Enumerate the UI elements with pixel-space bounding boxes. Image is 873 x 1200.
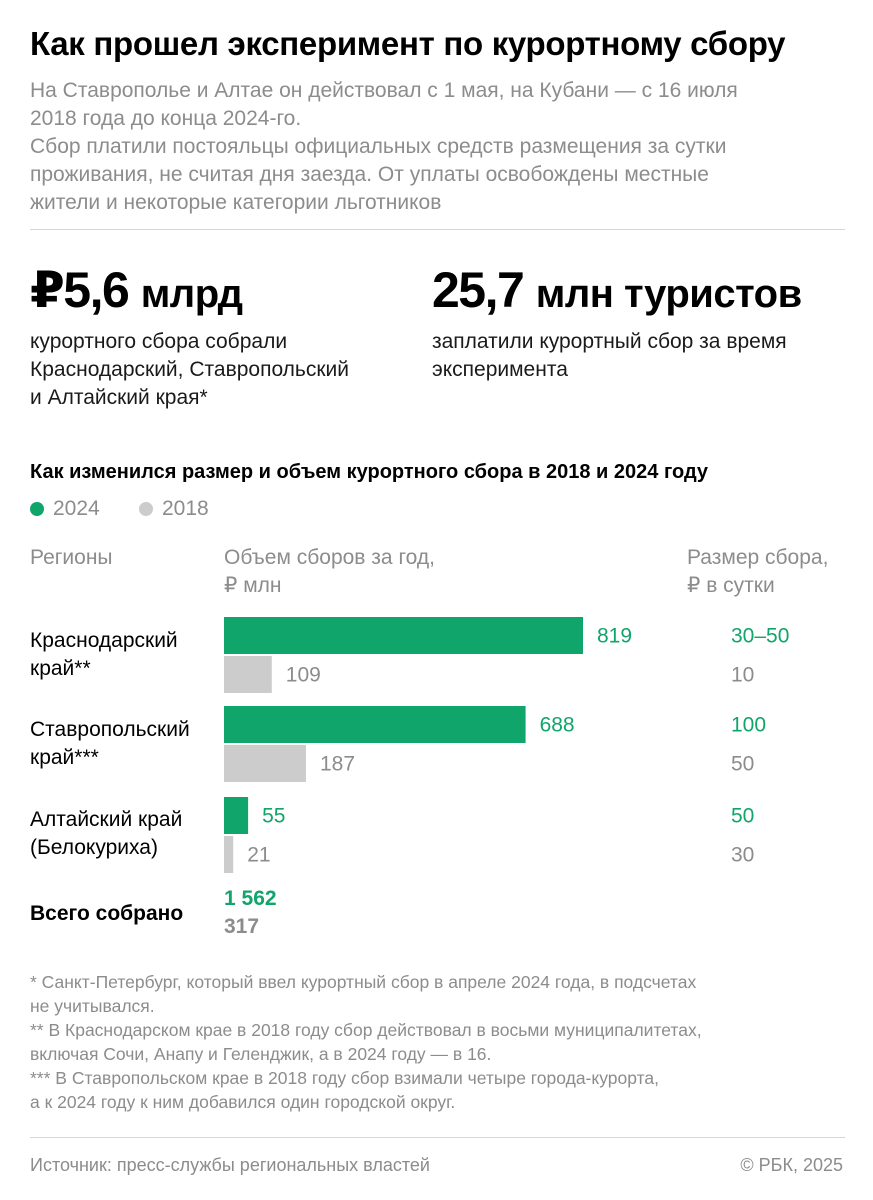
stat-description: заплатили курортный сбор за время экспер…: [432, 328, 802, 384]
region-label-altai: Алтайский край (Белокуриха): [30, 806, 220, 862]
column-header-fee: Размер сбора, ₽ в сутки: [687, 544, 828, 600]
subtitle-line: Сбор платили постояльцы официальных сред…: [30, 135, 727, 158]
column-header-line: Объем сборов за год,: [224, 546, 435, 569]
total-label: Всего собрано: [30, 902, 184, 925]
bar-value-label: 109: [286, 664, 321, 687]
total-value-2024: 1 562: [224, 887, 277, 910]
fee-value-label: 100: [731, 714, 766, 737]
region-label-line: край**: [30, 657, 91, 680]
stat-value: 25,7 млн туристов: [432, 262, 802, 322]
legend-label: 2024: [53, 497, 100, 520]
bar-2018-0: [224, 656, 272, 693]
bar-value-label: 187: [320, 753, 355, 776]
column-header-region: Регионы: [30, 546, 113, 569]
column-header-line: ₽ млн: [224, 574, 282, 597]
bar-2024-0: [224, 617, 583, 654]
legend-label: 2018: [162, 497, 209, 520]
stat-number: ₽5,6: [30, 262, 130, 318]
chart-title: Как изменился размер и объем курортного …: [30, 461, 709, 483]
subtitle-line: проживания, не считая дня заезда. От упл…: [30, 163, 709, 186]
stat-total-collected: ₽5,6 млрд курортного сбора собрали Красн…: [30, 262, 349, 412]
stat-desc-line: и Алтайский края*: [30, 386, 208, 409]
region-label-line: Алтайский край: [30, 808, 183, 831]
footnote-line: * Санкт-Петербург, который ввел курортны…: [30, 972, 697, 992]
region-label-line: край***: [30, 746, 99, 769]
stat-number: 25,7: [432, 262, 525, 318]
fee-value-label: 50: [731, 753, 754, 776]
bar-chart: 819 30–50 109 10 688 100 187 50 55 50 21 30: [224, 617, 789, 873]
stat-unit: млрд: [140, 272, 243, 316]
footnote-line: *** В Ставропольском крае в 2018 году сб…: [30, 1068, 660, 1088]
region-label-line: Ставропольский: [30, 718, 190, 741]
region-label-stavropol: Ставропольский край***: [30, 716, 220, 772]
stat-description: курортного сбора собрали Краснодарский, …: [30, 328, 349, 412]
region-label-krasnodar: Краснодарский край**: [30, 627, 220, 683]
footnote-line: а к 2024 году к ним добавился один город…: [30, 1092, 456, 1112]
stat-desc-line: курортного сбора собрали: [30, 330, 288, 353]
legend-item-2024: 2024: [30, 496, 100, 522]
legend-dot-icon: [30, 502, 44, 516]
bar-2018-1: [224, 745, 306, 782]
stat-desc-line: Краснодарский, Ставропольский: [30, 358, 350, 381]
subtitle-line: жители и некоторые категории льготников: [30, 191, 442, 214]
footnote-line: ** В Краснодарском крае в 2018 году сбор…: [30, 1020, 702, 1040]
bar-value-label: 688: [540, 714, 575, 737]
fee-value-label: 30: [731, 844, 754, 867]
stat-unit: млн туристов: [535, 272, 802, 316]
stat-desc-line: эксперимента: [432, 358, 568, 381]
subtitle-line: На Ставрополье и Алтае он действовал с 1…: [30, 79, 738, 102]
footer-divider: [30, 1137, 845, 1138]
total-value-2018: 317: [224, 915, 260, 938]
bar-2024-1: [224, 706, 526, 743]
bar-value-label: 819: [597, 625, 632, 648]
header-divider: [30, 229, 845, 230]
copyright: © РБК, 2025: [740, 1155, 843, 1175]
column-header-volume: Объем сборов за год, ₽ млн: [224, 544, 435, 600]
bar-value-label: 55: [262, 805, 285, 828]
region-label-line: (Белокуриха): [30, 836, 158, 859]
region-label-line: Краснодарский: [30, 629, 178, 652]
footnote-line: не учитывался.: [30, 996, 155, 1016]
legend-item-2018: 2018: [139, 496, 209, 522]
bar-2024-2: [224, 797, 249, 834]
bar-2018-2: [224, 836, 234, 873]
stat-tourists: 25,7 млн туристов заплатили курортный сб…: [432, 262, 802, 384]
bar-value-label: 21: [247, 844, 270, 867]
subtitle-line: 2018 года до конца 2024-го.: [30, 107, 302, 130]
page-title: Как прошел эксперимент по курортному сбо…: [30, 25, 786, 62]
footnote-line: включая Сочи, Анапу и Геленджик, а в 202…: [30, 1044, 492, 1064]
column-header-line: ₽ в сутки: [687, 574, 775, 597]
footnotes: * Санкт-Петербург, который ввел курортны…: [30, 970, 845, 1114]
stat-desc-line: заплатили курортный сбор за время: [432, 330, 787, 353]
source-note: Источник: пресс-службы региональных влас…: [30, 1155, 430, 1175]
fee-value-label: 30–50: [731, 625, 789, 648]
page-subtitle: На Ставрополье и Алтае он действовал с 1…: [30, 77, 845, 217]
fee-value-label: 50: [731, 805, 754, 828]
column-header-line: Размер сбора,: [687, 546, 829, 569]
fee-value-label: 10: [731, 664, 754, 687]
stat-value: ₽5,6 млрд: [30, 262, 349, 322]
legend-dot-icon: [139, 502, 153, 516]
